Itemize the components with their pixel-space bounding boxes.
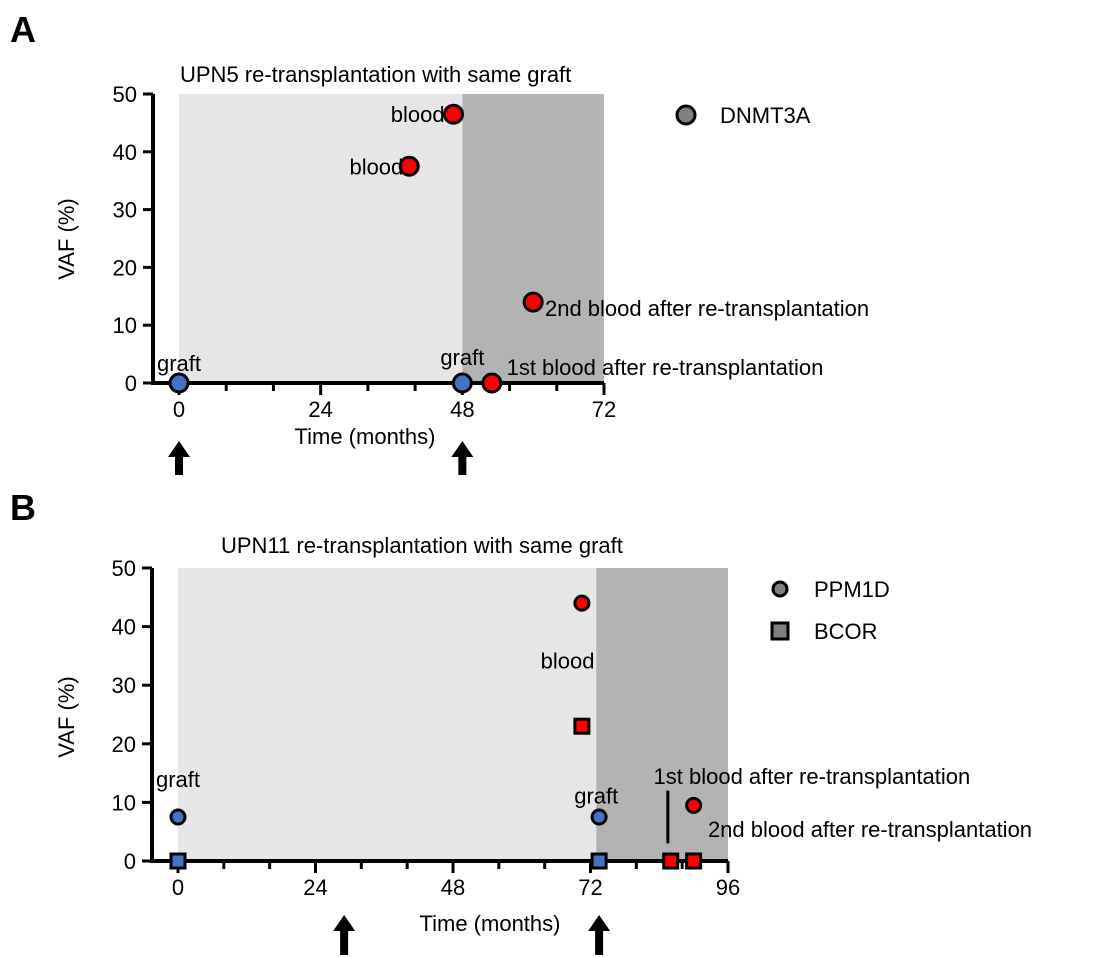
y-axis-label-a: VAF (%) bbox=[54, 198, 79, 279]
data-point-ppm1d bbox=[685, 796, 703, 814]
x-axis-label-b: Time (months) bbox=[420, 911, 561, 936]
data-point-dnmt3a bbox=[451, 372, 473, 394]
data-point-bcor bbox=[590, 852, 608, 870]
annotation-label: graft bbox=[574, 783, 618, 808]
y-tick-label: 30 bbox=[112, 673, 136, 698]
annotation-label: 2nd blood after re-transplantation bbox=[545, 296, 869, 321]
shaded-region-a-1 bbox=[462, 94, 604, 383]
legend-a: DNMT3A bbox=[675, 103, 811, 128]
annotation-label: blood bbox=[391, 102, 445, 127]
x-tick-label: 48 bbox=[441, 875, 465, 900]
legend-label-dnmt3a: DNMT3A bbox=[720, 103, 811, 128]
y-tick-label: 50 bbox=[113, 82, 137, 107]
transplant-arrow-icon bbox=[333, 915, 356, 955]
x-axis-label-a: Time (months) bbox=[295, 424, 436, 449]
data-point-dnmt3a bbox=[522, 291, 544, 313]
panel-a: A UPN5 re-transplantation with same graf… bbox=[10, 9, 869, 475]
arrows-b bbox=[333, 915, 611, 955]
annotations-b: blood graft graft 1st blood after re-transp… bbox=[156, 649, 1032, 844]
y-tick-label: 40 bbox=[112, 615, 136, 640]
legend-b: PPM1D BCOR bbox=[770, 577, 890, 644]
y-axis-label-b: VAF (%) bbox=[54, 676, 79, 757]
legend-marker-bcor bbox=[770, 621, 790, 641]
shaded-region-b-1 bbox=[596, 568, 728, 861]
annotation-label: 1st blood after re-transplantation bbox=[507, 355, 824, 380]
data-point-bcor bbox=[573, 717, 591, 735]
y-tick-label: 10 bbox=[112, 790, 136, 815]
y-tick-label: 0 bbox=[125, 371, 137, 396]
x-tick-label: 24 bbox=[303, 875, 327, 900]
axes-a: 0 10 20 30 40 50 0 24 48 72 bbox=[113, 82, 617, 422]
y-tick-label: 30 bbox=[113, 198, 137, 223]
annotation-label: 2nd blood after re-transplantation bbox=[708, 817, 1032, 842]
annotations-a: graft blood blood graft 1st blood after re-t… bbox=[157, 102, 869, 380]
data-point-dnmt3a bbox=[398, 155, 420, 177]
x-tick-label: 0 bbox=[172, 875, 184, 900]
panel-label-a: A bbox=[10, 9, 36, 50]
annotation-label: blood bbox=[349, 154, 403, 179]
x-tick-label: 72 bbox=[578, 875, 602, 900]
annotation-label: blood bbox=[541, 649, 595, 674]
data-point-dnmt3a bbox=[442, 103, 464, 125]
data-point-bcor bbox=[169, 852, 187, 870]
legend-marker-dnmt3a bbox=[675, 104, 697, 126]
data-points-b bbox=[169, 594, 703, 870]
transplant-arrow-icon bbox=[451, 441, 474, 475]
annotation-label: 1st blood after re-transplantation bbox=[654, 764, 971, 789]
x-tick-label: 72 bbox=[592, 397, 616, 422]
data-point-ppm1d bbox=[169, 808, 187, 826]
x-tick-label: 96 bbox=[716, 875, 740, 900]
shaded-region-b-0 bbox=[178, 568, 597, 861]
y-tick-label: 20 bbox=[113, 255, 137, 280]
x-tick-label: 48 bbox=[450, 397, 474, 422]
data-point-dnmt3a bbox=[168, 372, 190, 394]
chart-title-b: UPN11 re-transplantation with same graft bbox=[221, 533, 623, 558]
y-tick-label: 10 bbox=[113, 313, 137, 338]
annotation-label: graft bbox=[157, 351, 201, 376]
legend-marker-ppm1d bbox=[771, 580, 789, 598]
panel-label-b: B bbox=[10, 487, 36, 528]
annotation-label: graft bbox=[156, 767, 200, 792]
arrows-a bbox=[168, 441, 474, 475]
shaded-regions-a bbox=[179, 94, 604, 383]
data-point-bcor bbox=[662, 852, 680, 870]
x-tick-label: 0 bbox=[173, 397, 185, 422]
x-tick-label: 24 bbox=[308, 397, 332, 422]
data-point-bcor bbox=[685, 852, 703, 870]
y-tick-label: 40 bbox=[113, 140, 137, 165]
legend-label-ppm1d: PPM1D bbox=[814, 577, 890, 602]
shaded-regions-b bbox=[178, 568, 728, 861]
transplant-arrow-icon bbox=[588, 915, 611, 955]
y-tick-label: 20 bbox=[112, 732, 136, 757]
transplant-arrow-icon bbox=[168, 441, 190, 475]
axes-b: 0 10 20 30 40 50 0 24 48 72 96 bbox=[112, 556, 741, 900]
data-points-a bbox=[168, 103, 544, 394]
y-tick-label: 0 bbox=[124, 849, 136, 874]
data-point-ppm1d bbox=[590, 808, 608, 826]
data-point-ppm1d bbox=[573, 594, 591, 612]
shaded-region-a-0 bbox=[179, 94, 463, 383]
y-tick-label: 50 bbox=[112, 556, 136, 581]
panel-b: B UPN11 re-transplantation with same gra… bbox=[10, 487, 1032, 955]
legend-label-bcor: BCOR bbox=[814, 619, 878, 644]
chart-title-a: UPN5 re-transplantation with same graft bbox=[180, 62, 571, 87]
data-point-dnmt3a bbox=[481, 372, 503, 394]
annotation-label: graft bbox=[440, 345, 484, 370]
